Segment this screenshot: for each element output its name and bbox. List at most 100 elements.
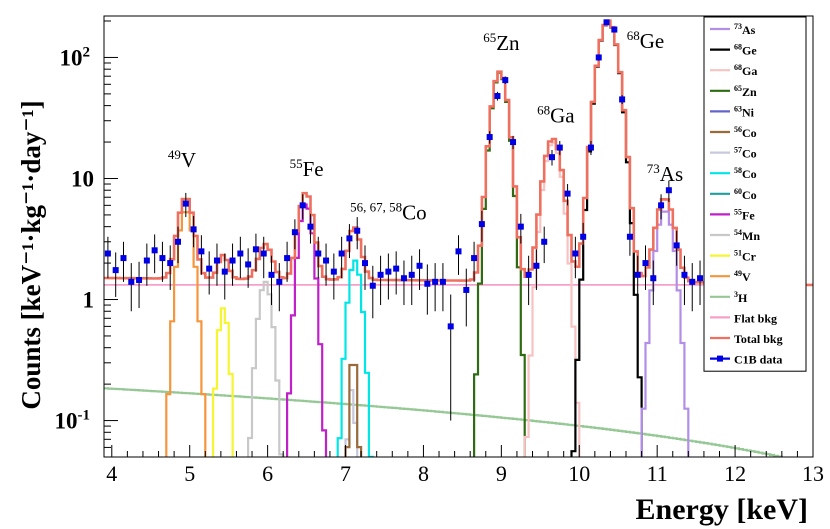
data-point-marker	[252, 246, 259, 253]
legend-entry: 54Mn	[710, 228, 760, 243]
data-point	[697, 260, 704, 306]
data-point-marker	[634, 271, 641, 278]
data-point	[393, 251, 400, 295]
data-point-marker	[463, 286, 470, 293]
legend-entry: 73As	[710, 22, 756, 37]
data-point-marker	[104, 250, 111, 257]
data-point	[572, 236, 579, 279]
x-tick-label: 5	[184, 461, 195, 486]
plot-frame	[103, 15, 814, 458]
data-point	[315, 236, 322, 279]
data-point	[268, 255, 275, 306]
legend-entry: 57Co	[710, 146, 757, 161]
data-point-marker	[268, 271, 275, 278]
data-point	[252, 233, 259, 272]
data-point	[517, 213, 524, 244]
data-point	[595, 54, 602, 61]
data-point	[525, 255, 532, 306]
legend-label: C1B data	[734, 353, 782, 367]
data-point	[354, 217, 361, 250]
data-point	[548, 149, 555, 166]
legend-label: Total bkg	[734, 332, 783, 346]
legend-label: 55Fe	[734, 207, 755, 222]
data-point-marker	[533, 262, 540, 269]
data-point	[533, 249, 540, 290]
data-point	[346, 224, 353, 259]
data-point	[120, 241, 127, 282]
data-point	[642, 245, 649, 290]
data-point-marker	[260, 250, 267, 257]
data-point	[323, 243, 330, 286]
legend-label: 49V	[734, 269, 751, 284]
peak-label: 68Ge	[627, 28, 665, 53]
data-point-marker	[299, 202, 306, 209]
data-point	[276, 263, 283, 312]
legend-label: Flat bkg	[734, 311, 777, 325]
data-point	[291, 219, 298, 250]
peak-label: 55Fe	[290, 156, 324, 181]
data-point	[463, 268, 470, 327]
data-point-marker	[291, 229, 298, 236]
data-point	[182, 192, 189, 218]
peak-label: 73As	[647, 161, 683, 186]
data-point-marker	[611, 26, 618, 33]
data-point-marker	[689, 278, 696, 285]
legend-label: 56Co	[734, 125, 757, 140]
data-point-marker	[346, 235, 353, 242]
legend-label: 54Mn	[734, 228, 760, 243]
data-point-marker	[143, 257, 150, 264]
data-point-marker	[128, 278, 135, 285]
data-point-marker	[626, 233, 633, 240]
data-point-marker	[190, 226, 197, 233]
data-point	[338, 236, 345, 279]
data-point	[502, 76, 509, 84]
series-51-cr	[212, 307, 234, 457]
data-point-marker	[619, 96, 626, 103]
data-point-marker	[486, 134, 493, 141]
data-point-marker	[323, 257, 330, 264]
legend-entry: Flat bkg	[710, 311, 777, 325]
data-point	[416, 249, 423, 290]
data-point-marker	[120, 255, 127, 262]
x-tick-label: 4	[106, 461, 117, 486]
legend-label: 57Co	[734, 146, 757, 161]
data-point-marker	[665, 187, 672, 194]
data-point-marker	[697, 275, 704, 282]
data-point-marker	[447, 323, 454, 330]
data-point-marker	[229, 257, 236, 264]
data-point-marker	[213, 257, 220, 264]
x-tick-label: 6	[262, 461, 273, 486]
legend-label: 58Co	[734, 166, 757, 181]
data-point-marker	[175, 238, 182, 245]
data-point-marker	[408, 271, 415, 278]
data-point-marker	[510, 139, 517, 146]
data-point-marker	[362, 260, 369, 267]
data-point-marker	[369, 282, 376, 289]
data-point	[424, 264, 431, 315]
x-tick-label: 7	[340, 461, 351, 486]
data-point-marker	[354, 227, 361, 234]
data-point-marker	[525, 271, 532, 278]
data-point-marker	[338, 250, 345, 257]
data-point-marker	[237, 250, 244, 257]
legend-label: 65Zn	[734, 84, 757, 99]
legend-entry: 68Ge	[710, 43, 757, 58]
data-point	[455, 235, 462, 275]
data-point	[206, 251, 213, 295]
legend-label: 63Ni	[734, 104, 755, 119]
legend-label: 68Ge	[734, 43, 757, 58]
x-tick-label: 13	[802, 461, 824, 486]
legend-label: 68Ga	[734, 63, 757, 78]
x-tick-label: 12	[724, 461, 746, 486]
data-point	[541, 226, 548, 264]
data-point-marker	[393, 265, 400, 272]
data-point-marker	[681, 271, 688, 278]
data-point-marker	[471, 255, 478, 262]
y-tick-label: 102	[60, 44, 91, 70]
data-point	[564, 184, 571, 206]
data-point	[408, 255, 415, 306]
x-tick-label: 11	[647, 461, 668, 486]
legend-entry: 55Fe	[710, 207, 755, 222]
data-point	[190, 215, 197, 248]
data-point-marker	[673, 242, 680, 249]
